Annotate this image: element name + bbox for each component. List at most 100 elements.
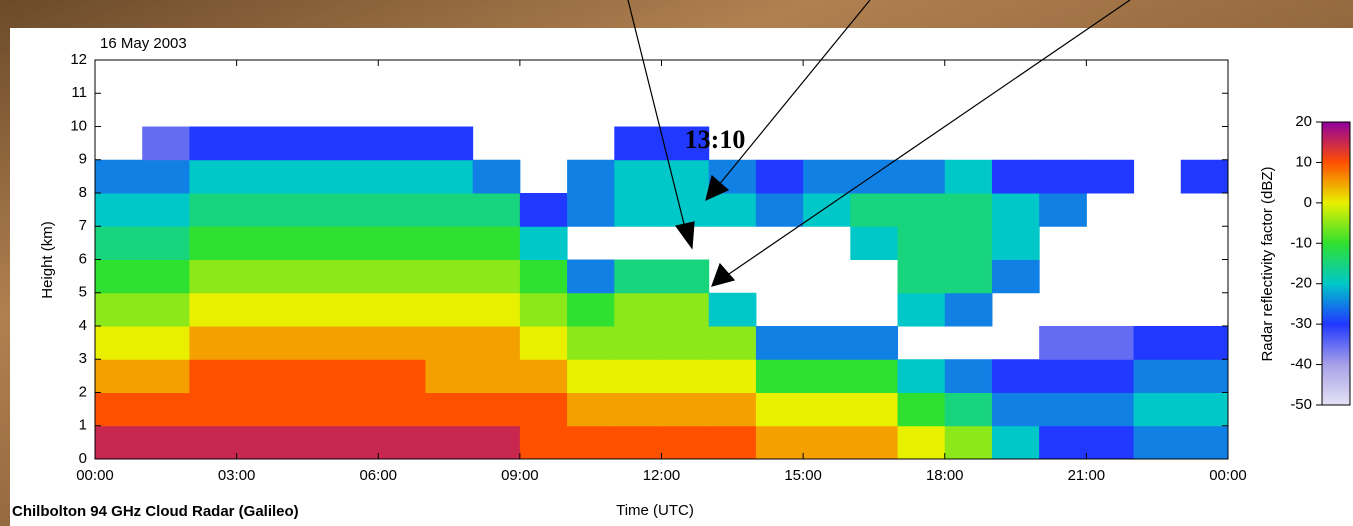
x-axis-label: Time (UTC): [616, 502, 694, 519]
cell: [1134, 326, 1182, 360]
cell: [992, 193, 1040, 227]
cell: [850, 393, 898, 427]
cell: [850, 226, 898, 260]
cell: [284, 393, 332, 427]
cell: [992, 226, 1040, 260]
cell: [614, 326, 662, 360]
cell: [567, 160, 615, 194]
cell: [142, 426, 190, 460]
cell: [189, 393, 237, 427]
cell: [284, 260, 332, 294]
cell: [1086, 160, 1134, 194]
cell: [378, 359, 426, 393]
y-tick-label: 3: [79, 350, 87, 367]
cell: [567, 359, 615, 393]
cell: [520, 293, 568, 327]
cell: [142, 226, 190, 260]
colorbar-tick-label: 10: [1295, 153, 1312, 170]
cell: [473, 426, 521, 460]
cell: [378, 393, 426, 427]
cell: [331, 326, 379, 360]
y-tick-label: 5: [79, 284, 87, 301]
cell: [662, 359, 710, 393]
cell: [189, 226, 237, 260]
colorbar-tick-label: -20: [1290, 275, 1312, 292]
cell: [95, 226, 143, 260]
cell: [331, 426, 379, 460]
cell: [425, 359, 473, 393]
cell: [567, 293, 615, 327]
cell: [614, 260, 662, 294]
cell: [614, 393, 662, 427]
cell: [756, 326, 804, 360]
cell: [945, 426, 993, 460]
cell: [803, 426, 851, 460]
cell: [614, 127, 662, 161]
cell: [520, 359, 568, 393]
cell: [425, 226, 473, 260]
cell: [614, 293, 662, 327]
cell: [1181, 393, 1229, 427]
cell: [142, 160, 190, 194]
x-tick-label: 00:00: [1209, 467, 1247, 484]
cell: [425, 393, 473, 427]
cell: [331, 260, 379, 294]
cell: [237, 226, 285, 260]
cell: [331, 193, 379, 227]
cell: [425, 326, 473, 360]
x-tick-label: 03:00: [218, 467, 256, 484]
cell: [709, 426, 757, 460]
cell: [1181, 426, 1229, 460]
cell: [425, 160, 473, 194]
cell: [425, 193, 473, 227]
cell: [237, 160, 285, 194]
x-tick-label: 18:00: [926, 467, 964, 484]
cell: [473, 260, 521, 294]
cell: [142, 293, 190, 327]
x-tick-label: 15:00: [784, 467, 822, 484]
cell: [992, 393, 1040, 427]
cell: [237, 326, 285, 360]
y-tick-label: 1: [79, 417, 87, 434]
cell: [237, 426, 285, 460]
cell: [142, 359, 190, 393]
x-tick-label: 06:00: [359, 467, 397, 484]
cell: [898, 260, 946, 294]
cell: [331, 160, 379, 194]
cell: [237, 393, 285, 427]
cell: [898, 359, 946, 393]
cell: [850, 359, 898, 393]
cell: [567, 260, 615, 294]
cell: [1181, 326, 1229, 360]
cell: [709, 293, 757, 327]
cell: [567, 426, 615, 460]
cell: [1181, 359, 1229, 393]
y-tick-label: 8: [79, 184, 87, 201]
cell: [189, 426, 237, 460]
cell: [850, 160, 898, 194]
cell: [992, 426, 1040, 460]
colorbar-tick-label: 20: [1295, 113, 1312, 130]
y-tick-label: 10: [70, 117, 87, 134]
chart: 16 May 2003 13:10 Time (UTC) Height (km)…: [0, 0, 1353, 526]
cell: [614, 160, 662, 194]
cell: [520, 260, 568, 294]
cell: [898, 160, 946, 194]
cell: [756, 426, 804, 460]
cell: [756, 160, 804, 194]
cell: [803, 326, 851, 360]
cell: [614, 193, 662, 227]
cell: [142, 326, 190, 360]
cell: [662, 260, 710, 294]
colorbar-tick-label: -50: [1290, 396, 1312, 413]
cell: [284, 160, 332, 194]
cell: [378, 226, 426, 260]
cell: [709, 326, 757, 360]
cell: [992, 260, 1040, 294]
y-axis-label: Height (km): [39, 221, 56, 299]
x-tick-label: 00:00: [76, 467, 114, 484]
footer: Chilbolton 94 GHz Cloud Radar (Galileo): [12, 503, 299, 520]
cell: [898, 226, 946, 260]
cell: [945, 359, 993, 393]
annotation: 13:10: [685, 125, 746, 154]
